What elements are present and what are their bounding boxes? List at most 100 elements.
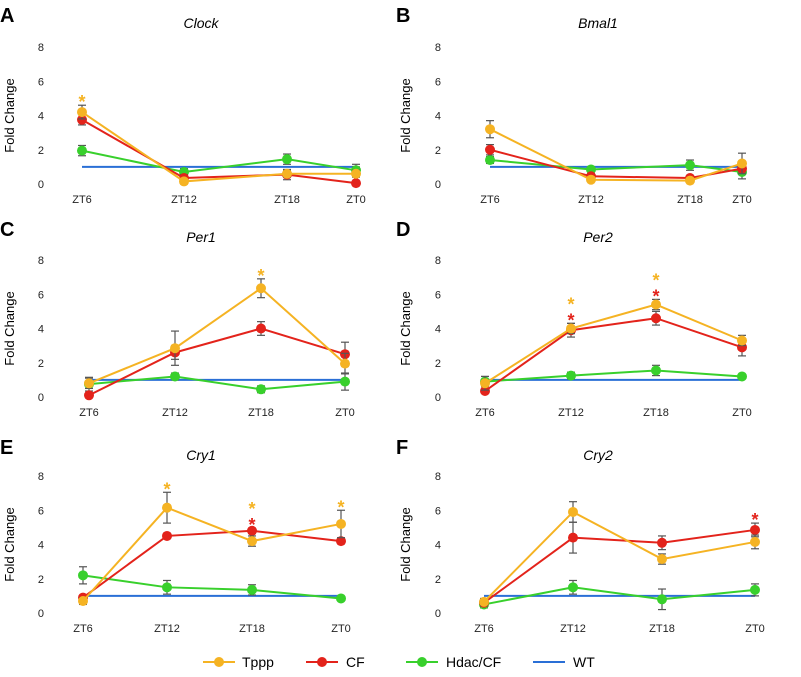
series-line	[484, 303, 743, 385]
chart-title: Per1	[186, 229, 216, 245]
x-tick-label: ZT18	[239, 623, 265, 635]
data-point	[247, 525, 257, 536]
series-cf	[480, 310, 747, 397]
series-hdac-cf	[480, 364, 747, 388]
data-point	[162, 502, 172, 513]
y-tick-label: 6	[38, 289, 44, 301]
data-point	[336, 593, 346, 604]
chart-panel-a: A Clock Fold Change 0 2 4 6 8 ZT6 ZT12 ZT18 ZT0 *	[0, 5, 366, 206]
legend: Tppp CF Hdac/CF WT	[203, 654, 595, 670]
chart-title: Cry1	[186, 447, 216, 463]
x-tick-label: ZT12	[560, 623, 586, 635]
data-point	[179, 176, 189, 187]
data-point	[586, 174, 596, 185]
series-line	[489, 159, 743, 174]
x-tick-label: ZT0	[732, 194, 752, 206]
data-point	[566, 323, 576, 334]
y-tick-label: 8	[38, 471, 44, 483]
y-tick-label: 4	[435, 111, 441, 123]
series-line	[489, 148, 743, 180]
y-tick-label: 6	[38, 505, 44, 517]
series-tppp	[78, 491, 346, 607]
significance-star: *	[652, 270, 659, 290]
series-line	[82, 529, 342, 599]
x-tick-label: ZT6	[79, 407, 99, 419]
chart-title: Bmal1	[578, 15, 618, 31]
data-point	[651, 299, 661, 310]
series-line	[483, 528, 756, 604]
y-tick-label: 6	[435, 505, 441, 517]
panel-letter: E	[0, 437, 13, 459]
panel-letter: D	[396, 219, 410, 241]
y-tick-label: 0	[38, 608, 44, 620]
data-point	[336, 536, 346, 547]
data-point	[170, 371, 180, 382]
chart-panel-c: C Per1 Fold Change 0 2 4 6 8 ZT6 ZT12 ZT18 ZT0 *	[0, 219, 355, 419]
y-tick-label: 6	[435, 289, 441, 301]
series-line	[81, 118, 357, 185]
series-line	[489, 128, 743, 182]
series-line	[82, 506, 342, 602]
data-point	[256, 384, 266, 395]
data-point	[77, 107, 87, 118]
data-point	[351, 168, 361, 179]
legend-marker	[417, 657, 427, 667]
y-tick-label: 2	[435, 358, 441, 370]
y-tick-label: 8	[435, 42, 441, 54]
legend-label: CF	[346, 654, 365, 670]
legend-label: Tppp	[242, 654, 274, 670]
y-tick-label: 6	[38, 76, 44, 88]
legend-label: Hdac/CF	[446, 654, 501, 670]
data-point	[568, 582, 578, 593]
series-hdac-cf	[84, 371, 350, 395]
chart-title: Clock	[183, 15, 219, 31]
y-tick-label: 2	[38, 358, 44, 370]
chart-panel-b: B Bmal1 Fold Change 0 2 4 6 8 ZT6 ZT12 ZT18 ZT0	[396, 5, 752, 206]
data-point	[479, 596, 489, 607]
y-axis-label: Fold Change	[2, 291, 17, 365]
y-tick-label: 4	[435, 540, 441, 552]
data-point	[256, 283, 266, 294]
series-line	[88, 375, 346, 391]
panel-letter: F	[396, 437, 408, 459]
data-point	[351, 178, 361, 189]
data-point	[480, 386, 490, 397]
significance-star: *	[78, 92, 85, 112]
x-tick-label: ZT6	[73, 623, 93, 635]
y-tick-label: 8	[435, 471, 441, 483]
y-axis-label: Fold Change	[2, 78, 17, 152]
series-line	[483, 510, 756, 603]
data-point	[170, 343, 180, 354]
significance-star: *	[567, 294, 574, 314]
data-point	[685, 160, 695, 171]
x-tick-label: ZT18	[274, 194, 300, 206]
x-tick-label: ZT0	[335, 407, 355, 419]
significance-star: *	[163, 479, 170, 499]
data-point	[737, 335, 747, 346]
x-tick-label: ZT6	[72, 194, 92, 206]
x-tick-label: ZT18	[248, 407, 274, 419]
series-tppp	[485, 120, 747, 186]
series-line	[81, 149, 357, 174]
significance-star: *	[337, 497, 344, 517]
panel-letter: A	[0, 5, 14, 27]
data-point	[480, 378, 490, 389]
y-tick-label: 2	[38, 145, 44, 157]
y-tick-label: 0	[38, 392, 44, 404]
x-tick-label: ZT0	[745, 623, 765, 635]
panel-letter: B	[396, 5, 410, 27]
data-point	[657, 554, 667, 565]
data-point	[750, 524, 760, 535]
y-tick-label: 2	[435, 145, 441, 157]
x-tick-label: ZT6	[480, 194, 500, 206]
data-point	[247, 584, 257, 595]
significance-star: *	[248, 515, 255, 535]
series-line	[81, 111, 356, 183]
data-point	[84, 378, 94, 389]
series-hdac-cf	[78, 566, 346, 604]
data-point	[657, 537, 667, 548]
y-axis-label: Fold Change	[398, 507, 413, 581]
